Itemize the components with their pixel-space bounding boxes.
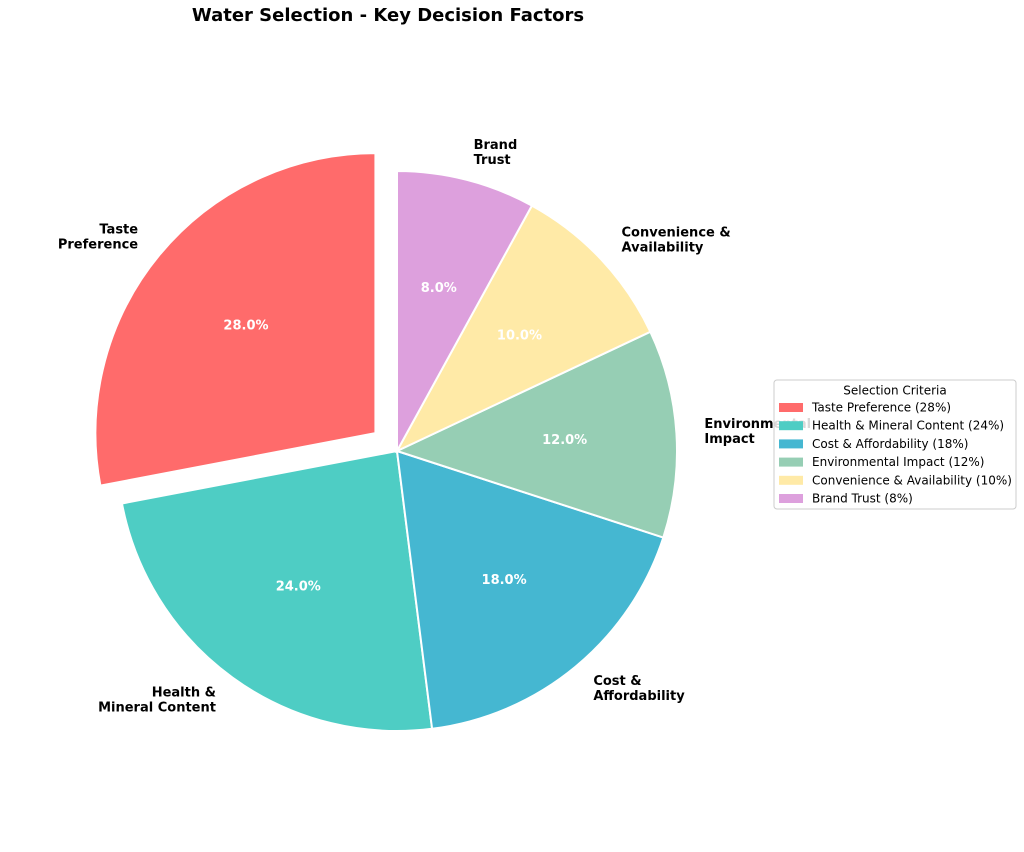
category-label-line: Taste [99,222,138,237]
legend-label: Taste Preference (28%) [811,401,951,415]
legend-swatch [779,421,803,431]
chart-title: Water Selection - Key Decision Factors [192,5,584,26]
legend-swatch [779,494,803,503]
category-label-line: Health & [152,685,216,700]
category-label-line: Availability [622,240,704,255]
category-label-line: Cost & [593,673,641,688]
legend-swatch [779,457,803,467]
category-label: Health & Mineral Content [98,685,216,715]
category-label: Convenience & Availability [622,225,731,255]
category-label-line: Affordability [593,688,685,703]
pie-slice [394,204,652,454]
category-label-line: Brand [474,138,518,153]
value-label: 24.0% [276,579,321,594]
category-label: Taste Preference [58,222,138,252]
pie-slice [396,169,534,452]
pie-slice [394,330,678,539]
value-label: 12.0% [542,433,587,448]
legend-label: Convenience & Availability (10%) [812,473,1012,487]
category-label-line: Mineral Content [98,700,216,715]
legend-label: Health & Mineral Content (24%) [812,419,1004,433]
value-label: 18.0% [482,573,527,588]
category-label: Cost & Affordability [593,673,685,703]
category-label-line: Convenience & [622,225,731,240]
legend-swatch [779,439,803,449]
legend-label: Brand Trust (8%) [812,492,913,506]
category-label: Brand Trust [474,138,518,168]
pie-slice [94,152,377,487]
value-label: 28.0% [223,319,268,334]
category-label-line: Trust [474,153,511,168]
legend-label: Cost & Affordability (18%) [812,437,968,451]
legend-box [773,379,1017,510]
category-label-line: Impact [704,432,754,447]
category-label-line: Preference [58,237,138,252]
pie-slice [395,449,665,730]
legend-title: Selection Criteria [843,384,946,398]
value-label: 10.0% [497,328,542,343]
legend-swatch [779,403,803,412]
legend-label: Environmental Impact (12%) [812,455,984,469]
value-label: 8.0% [421,281,457,296]
legend-swatch [779,475,803,485]
pie-slice [120,449,434,732]
